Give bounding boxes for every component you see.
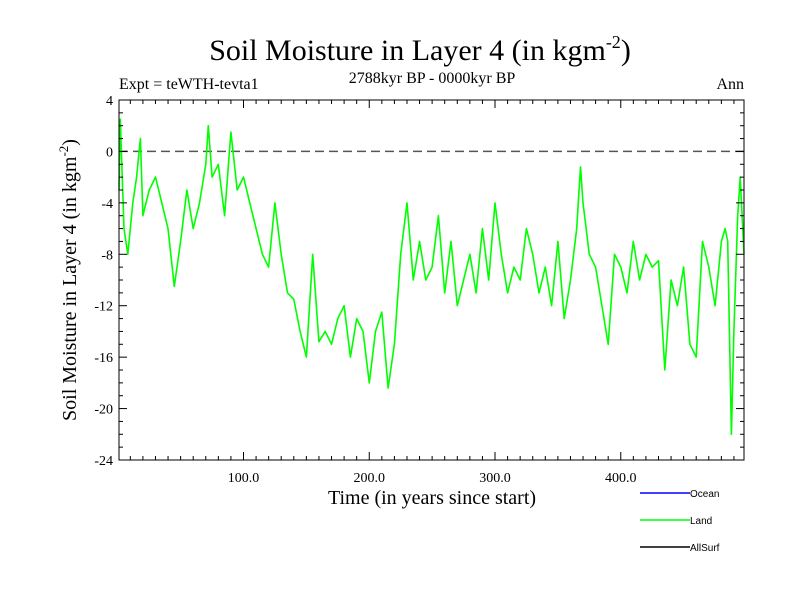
y-axis-title: Soil Moisture in Layer 4 (in kgm-2) xyxy=(56,139,81,421)
legend-label-allsurf: AllSurf xyxy=(690,543,720,554)
y-tick-label: -20 xyxy=(94,403,113,418)
y-tick-label: 0 xyxy=(106,145,113,160)
x-tick-label: 100.0 xyxy=(228,471,260,486)
x-tick-label: 200.0 xyxy=(354,471,386,486)
y-tick-label: -16 xyxy=(94,351,113,366)
season-label: Ann xyxy=(716,76,744,93)
y-tick-label: -8 xyxy=(101,248,113,263)
legend-label-land: Land xyxy=(690,516,712,527)
series-line-land xyxy=(118,118,745,436)
x-tick-label: 400.0 xyxy=(605,471,637,486)
x-axis-title: Time (in years since start) xyxy=(328,487,536,509)
legend-label-ocean: Ocean xyxy=(690,489,719,500)
y-tick-label: -12 xyxy=(94,300,113,315)
y-tick-label: -24 xyxy=(94,454,113,469)
chart-title: Soil Moisture in Layer 4 (in kgm-2) xyxy=(209,32,631,67)
experiment-label: Expt = teWTH-tevta1 xyxy=(119,76,259,93)
series-layer xyxy=(118,118,745,436)
x-axis: 100.0 200.0 300.0 400.0 xyxy=(129,100,735,486)
y-tick-label: -4 xyxy=(101,197,113,212)
legend: Ocean Land AllSurf xyxy=(640,489,720,554)
x-tick-label: 300.0 xyxy=(479,471,511,486)
y-tick-label: 4 xyxy=(106,94,113,109)
y-axis: 4 0 -4 -8 -12 -16 -20 -24 xyxy=(94,94,744,469)
time-range-label: 2788kyr BP - 0000kyr BP xyxy=(349,70,516,87)
plot-frame xyxy=(118,99,745,461)
